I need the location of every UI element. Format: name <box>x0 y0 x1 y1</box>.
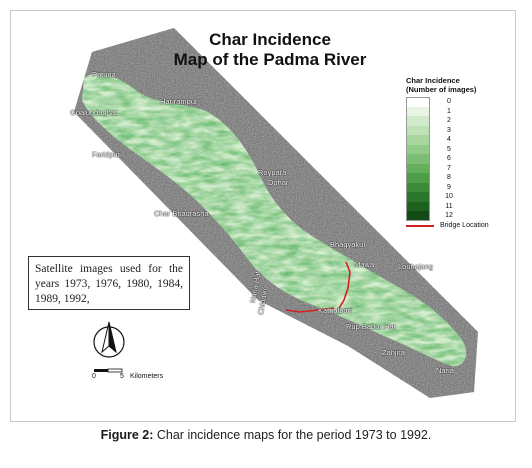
legend-title-line2: (Number of images) <box>406 85 477 94</box>
caption-prefix: Figure 2: <box>100 428 154 442</box>
map-title-line1: Char Incidence <box>209 30 331 49</box>
legend-swatch <box>406 116 430 126</box>
legend-swatch <box>406 96 430 107</box>
bridge-legend-label: Bridge Location <box>440 222 489 229</box>
legend-row: 0 <box>406 96 506 107</box>
place-bhagyakul: Bhagyakul <box>330 240 366 249</box>
legend-value: 3 <box>447 126 451 134</box>
map-title: Char Incidence Map of the Padma River <box>140 30 400 70</box>
legend-value: 9 <box>447 183 451 191</box>
legend-value: 7 <box>447 164 451 172</box>
legend-value: 8 <box>447 174 451 182</box>
legend-value: 2 <box>447 117 451 125</box>
north-arrow-icon <box>93 321 125 358</box>
scale-zero: 0 <box>92 373 96 380</box>
place-rup-babur-hat: Rup Babur Hat <box>346 322 396 331</box>
legend-value: 1 <box>447 107 451 115</box>
satellite-map <box>74 28 478 398</box>
legend-value: 12 <box>445 212 453 220</box>
legend-value: 6 <box>447 155 451 163</box>
legend-row: 2 <box>406 116 506 126</box>
legend-swatch <box>406 201 430 211</box>
legend-swatch <box>406 144 430 154</box>
legend-swatch <box>406 154 430 164</box>
legend-row: 1 <box>406 106 506 116</box>
legend-swatch <box>406 125 430 135</box>
place-char-bhadrasha: Char Bhadrasha <box>154 209 209 218</box>
bridge-lines <box>285 261 351 313</box>
legend-row: 4 <box>406 135 506 145</box>
legend-swatch <box>406 163 430 173</box>
legend-row: 10 <box>406 192 506 202</box>
legend-swatch <box>406 106 430 116</box>
place-dohar: Dohar <box>268 178 289 187</box>
bridge-line-swatch <box>406 224 434 227</box>
place-louhajang: Louhajang <box>398 262 434 271</box>
legend-swatch <box>406 182 430 192</box>
place-goalundaghat: Goalundaghat <box>70 108 118 117</box>
satellite-note: Satellite images used for the years 1973… <box>28 256 190 310</box>
place-kathalbari: Kathalbari <box>318 306 352 315</box>
legend-row: 12 <box>406 210 506 221</box>
place-paturia: Paturia <box>92 70 116 79</box>
place-naria: Naria <box>436 366 454 375</box>
legend-row: 11 <box>406 201 506 211</box>
legend-row: 9 <box>406 182 506 192</box>
legend-title-line1: Char Incidence <box>406 76 460 85</box>
legend-row: 6 <box>406 154 506 164</box>
scale-five: 5 <box>120 373 124 380</box>
legend-value: 4 <box>447 136 451 144</box>
bridge-legend: Bridge Location <box>406 222 489 229</box>
legend-row: 8 <box>406 173 506 183</box>
place-faridpur: Faridpur <box>92 150 120 159</box>
scale-unit: Kilometers <box>130 373 164 380</box>
legend-row: 7 <box>406 163 506 173</box>
caption-text: Char incidence maps for the period 1973 … <box>153 428 432 442</box>
legend-row: 3 <box>406 125 506 135</box>
legend-rows: 0 1 2 3 4 5 6 7 8 9 10 11 12 <box>406 96 506 221</box>
legend-value: 11 <box>445 202 453 210</box>
legend-value: 5 <box>447 145 451 153</box>
map-title-line2: Map of the Padma River <box>173 50 367 69</box>
legend-swatch <box>406 210 430 221</box>
figure-caption: Figure 2: Char incidence maps for the pe… <box>0 428 532 442</box>
scale-bar-graphic <box>94 368 123 373</box>
legend-row: 5 <box>406 144 506 154</box>
place-zanjira: Zanjira <box>382 348 405 357</box>
legend-swatch <box>406 135 430 145</box>
place-harirampur: Harirampur <box>160 97 198 106</box>
place-mawa: Mawa <box>354 260 375 269</box>
legend-swatch <box>406 173 430 183</box>
legend-value: 10 <box>445 193 453 201</box>
place-roypara: Roypara <box>258 168 287 177</box>
map-area: Char Incidence Map of the Padma River Pa… <box>28 28 506 398</box>
legend-swatch <box>406 192 430 202</box>
legend-value: 0 <box>447 98 451 106</box>
